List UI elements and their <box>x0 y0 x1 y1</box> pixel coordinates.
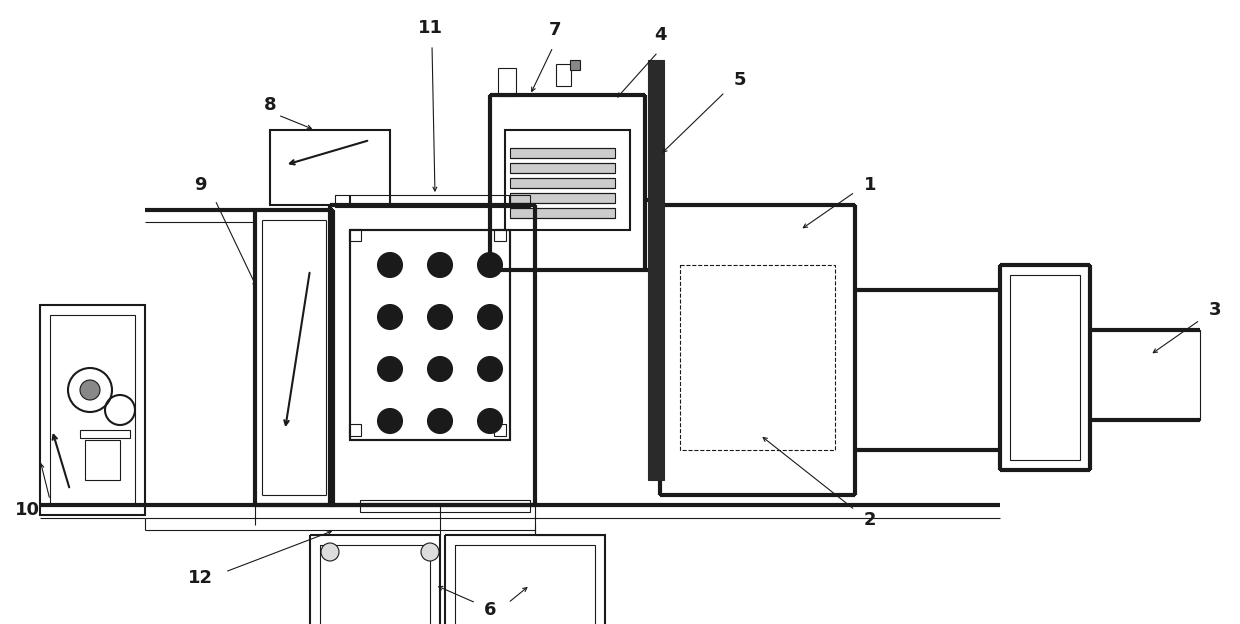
Bar <box>348 424 361 436</box>
Text: 6: 6 <box>484 601 496 619</box>
Bar <box>360 500 529 512</box>
Bar <box>350 230 510 440</box>
Bar <box>1011 275 1080 460</box>
Bar <box>510 193 615 203</box>
Bar <box>86 440 120 480</box>
Circle shape <box>428 409 453 433</box>
Text: 5: 5 <box>734 71 746 89</box>
Circle shape <box>477 409 502 433</box>
Text: 12: 12 <box>187 569 212 587</box>
Bar <box>255 210 334 505</box>
Circle shape <box>428 305 453 329</box>
Bar <box>455 545 595 624</box>
Circle shape <box>378 357 402 381</box>
Bar <box>270 130 391 205</box>
Circle shape <box>321 543 339 561</box>
Bar <box>320 545 430 624</box>
Bar <box>310 535 440 624</box>
Bar <box>348 229 361 241</box>
Text: 9: 9 <box>193 176 206 194</box>
Bar <box>81 430 130 438</box>
Circle shape <box>477 305 502 329</box>
Bar <box>510 178 615 188</box>
Bar <box>510 208 615 218</box>
Bar <box>445 535 605 624</box>
Bar <box>40 305 145 515</box>
Circle shape <box>428 357 453 381</box>
Circle shape <box>378 253 402 277</box>
Bar <box>570 60 580 70</box>
Circle shape <box>428 253 453 277</box>
Circle shape <box>422 543 439 561</box>
Bar <box>680 265 835 450</box>
Bar <box>335 195 529 207</box>
Bar <box>494 229 506 241</box>
Text: 11: 11 <box>418 19 443 37</box>
Bar <box>505 130 630 230</box>
Bar <box>490 95 645 270</box>
Text: 10: 10 <box>15 501 40 519</box>
Bar <box>649 60 663 480</box>
Bar <box>510 163 615 173</box>
Bar <box>556 64 570 86</box>
Circle shape <box>378 305 402 329</box>
Bar <box>510 148 615 158</box>
Text: 3: 3 <box>1209 301 1221 319</box>
Text: 8: 8 <box>264 96 277 114</box>
Bar <box>498 68 516 96</box>
Bar <box>50 315 135 505</box>
Text: 2: 2 <box>864 511 877 529</box>
Bar <box>494 424 506 436</box>
Bar <box>999 265 1090 470</box>
Circle shape <box>477 253 502 277</box>
Bar <box>660 205 856 495</box>
Circle shape <box>477 357 502 381</box>
Text: 4: 4 <box>653 26 666 44</box>
Bar <box>1090 330 1200 420</box>
Text: 7: 7 <box>549 21 562 39</box>
Text: 1: 1 <box>864 176 877 194</box>
Bar <box>330 205 534 505</box>
Circle shape <box>81 380 100 400</box>
Circle shape <box>378 409 402 433</box>
